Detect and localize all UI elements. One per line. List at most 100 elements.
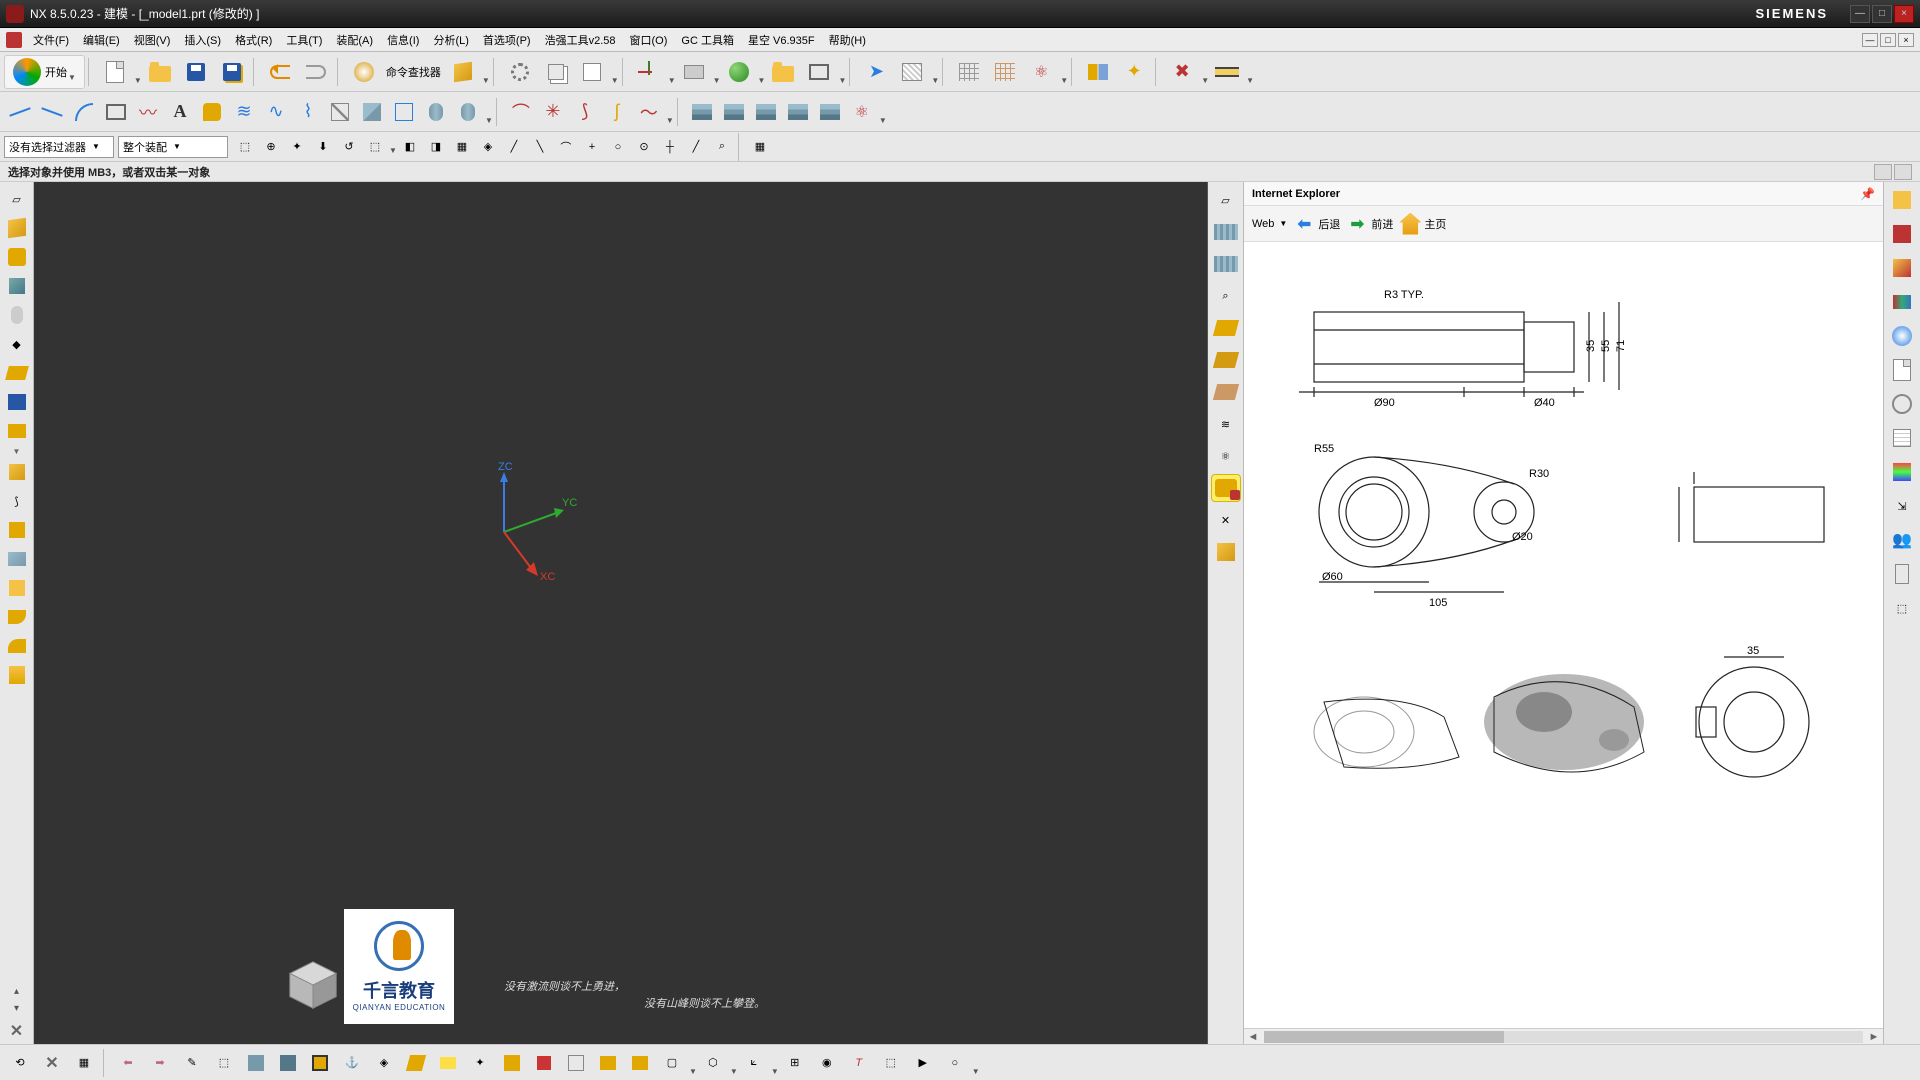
mp-c[interactable] [1211, 250, 1241, 278]
sel-a[interactable]: ⬚ [233, 135, 257, 159]
lp-e[interactable] [4, 517, 30, 543]
mdi-restore-button[interactable]: □ [1880, 33, 1896, 47]
lp-g[interactable] [4, 575, 30, 601]
bb-18[interactable] [625, 1048, 655, 1078]
menu-edit[interactable]: 编辑(E) [76, 32, 127, 48]
layer2-button[interactable] [719, 97, 749, 127]
sel-p[interactable]: ⊙ [632, 135, 656, 159]
pin-icon[interactable]: 📌 [1860, 187, 1875, 201]
menu-xingkong[interactable]: 星空 V6.935F [741, 32, 822, 48]
menu-view[interactable]: 视图(V) [127, 32, 178, 48]
text-button[interactable]: A [165, 97, 195, 127]
back-button[interactable]: ⬅后退 [1293, 213, 1340, 235]
bb-16[interactable] [561, 1048, 591, 1078]
mp-f[interactable] [1211, 346, 1241, 374]
mp-h[interactable]: ≋ [1211, 410, 1241, 438]
sel-m[interactable]: ⌒ [554, 135, 578, 159]
bb-fwd[interactable]: ➡ [145, 1048, 175, 1078]
redo-button[interactable] [299, 55, 333, 89]
rp-f[interactable] [1888, 356, 1916, 384]
tb2-h[interactable] [453, 97, 483, 127]
status-btn-1[interactable] [1874, 164, 1892, 180]
tb1-btn-i[interactable]: ✖ [1165, 55, 1199, 89]
bb-12[interactable] [433, 1048, 463, 1078]
filter-combo-1[interactable]: 没有选择过滤器▼ [4, 136, 114, 158]
rp-j[interactable]: ⇲ [1888, 492, 1916, 520]
bb-8[interactable] [305, 1048, 335, 1078]
bb-2[interactable]: ✕ [37, 1048, 67, 1078]
sel-f[interactable]: ⬚ [363, 135, 387, 159]
lp-i[interactable] [4, 633, 30, 659]
menu-prefs[interactable]: 首选项(P) [476, 32, 538, 48]
bb-26[interactable]: ▶ [908, 1048, 938, 1078]
shape-button[interactable] [197, 97, 227, 127]
bb-21[interactable]: ⟀ [739, 1048, 769, 1078]
bb-15[interactable] [529, 1048, 559, 1078]
bb-6[interactable] [241, 1048, 271, 1078]
rp-b[interactable] [1888, 220, 1916, 248]
bb-11[interactable] [401, 1048, 431, 1078]
menu-assembly[interactable]: 装配(A) [329, 32, 380, 48]
lp-extrude[interactable] [4, 215, 30, 241]
sel-l[interactable]: ╲ [528, 135, 552, 159]
tb2-b[interactable]: ∿ [261, 97, 291, 127]
home-button[interactable]: 主页 [1399, 213, 1446, 235]
bb-25[interactable]: ⬚ [876, 1048, 906, 1078]
open-button[interactable] [143, 55, 177, 89]
lp-x[interactable]: ✕ [4, 1018, 30, 1044]
forward-button[interactable]: ➡前进 [1346, 213, 1393, 235]
lp-c[interactable] [4, 459, 30, 485]
arc-button[interactable] [69, 97, 99, 127]
sel-q[interactable]: ┼ [658, 135, 682, 159]
save-as-button[interactable] [215, 55, 249, 89]
layer3-button[interactable] [751, 97, 781, 127]
bb-19[interactable]: ▢ [657, 1048, 687, 1078]
tb2-l[interactable]: ʃ [602, 97, 632, 127]
mp-j[interactable]: ✕ [1211, 506, 1241, 534]
tb1-btn-b[interactable] [539, 55, 573, 89]
bb-14[interactable] [497, 1048, 527, 1078]
bb-3[interactable]: ▦ [69, 1048, 99, 1078]
rp-l[interactable] [1888, 560, 1916, 588]
lp-up[interactable]: ▴ [7, 984, 27, 998]
rp-e[interactable] [1888, 322, 1916, 350]
mp-b[interactable] [1211, 218, 1241, 246]
bb-back[interactable]: ⬅ [113, 1048, 143, 1078]
bb-17[interactable] [593, 1048, 623, 1078]
layer5-button[interactable] [815, 97, 845, 127]
tb1-btn-g[interactable] [1081, 55, 1115, 89]
sel-o[interactable]: ○ [606, 135, 630, 159]
tb2-i[interactable]: ⌒ [506, 97, 536, 127]
tb2-k[interactable]: ⟆ [570, 97, 600, 127]
lp-book[interactable] [4, 389, 30, 415]
mp-i[interactable]: ⚛ [1211, 442, 1241, 470]
bb-9[interactable]: ⚓ [337, 1048, 367, 1078]
lp-down[interactable]: ▾ [7, 1001, 27, 1015]
status-btn-2[interactable] [1894, 164, 1912, 180]
bb-4[interactable]: ✎ [177, 1048, 207, 1078]
mdi-close-button[interactable]: × [1898, 33, 1914, 47]
menu-file[interactable]: 文件(F) [26, 32, 76, 48]
line-button[interactable] [5, 97, 35, 127]
maximize-button[interactable]: □ [1872, 5, 1892, 23]
tb1-btn-j[interactable] [1210, 55, 1244, 89]
sel-i[interactable]: ▦ [450, 135, 474, 159]
bb-27[interactable]: ○ [940, 1048, 970, 1078]
rp-m[interactable]: ⬚ [1888, 594, 1916, 622]
tb1-btn-e2[interactable] [988, 55, 1022, 89]
ie-hscrollbar[interactable]: ◄ ► [1244, 1028, 1883, 1044]
mp-highlighted[interactable] [1211, 474, 1241, 502]
lp-revolve[interactable] [4, 244, 30, 270]
lp-box[interactable] [4, 418, 30, 444]
sel-t[interactable]: ▦ [748, 135, 772, 159]
tb2-e[interactable] [357, 97, 387, 127]
menu-window[interactable]: 窗口(O) [623, 32, 675, 48]
tb1-btn-a[interactable] [503, 55, 537, 89]
bb-1[interactable]: ⟲ [5, 1048, 35, 1078]
sel-j[interactable]: ◈ [476, 135, 500, 159]
block-button[interactable] [446, 55, 480, 89]
scroll-right-icon[interactable]: ► [1865, 1030, 1883, 1044]
scroll-left-icon[interactable]: ◄ [1244, 1030, 1262, 1044]
menu-tools[interactable]: 工具(T) [279, 32, 329, 48]
web-dropdown[interactable]: Web▼ [1252, 218, 1287, 230]
